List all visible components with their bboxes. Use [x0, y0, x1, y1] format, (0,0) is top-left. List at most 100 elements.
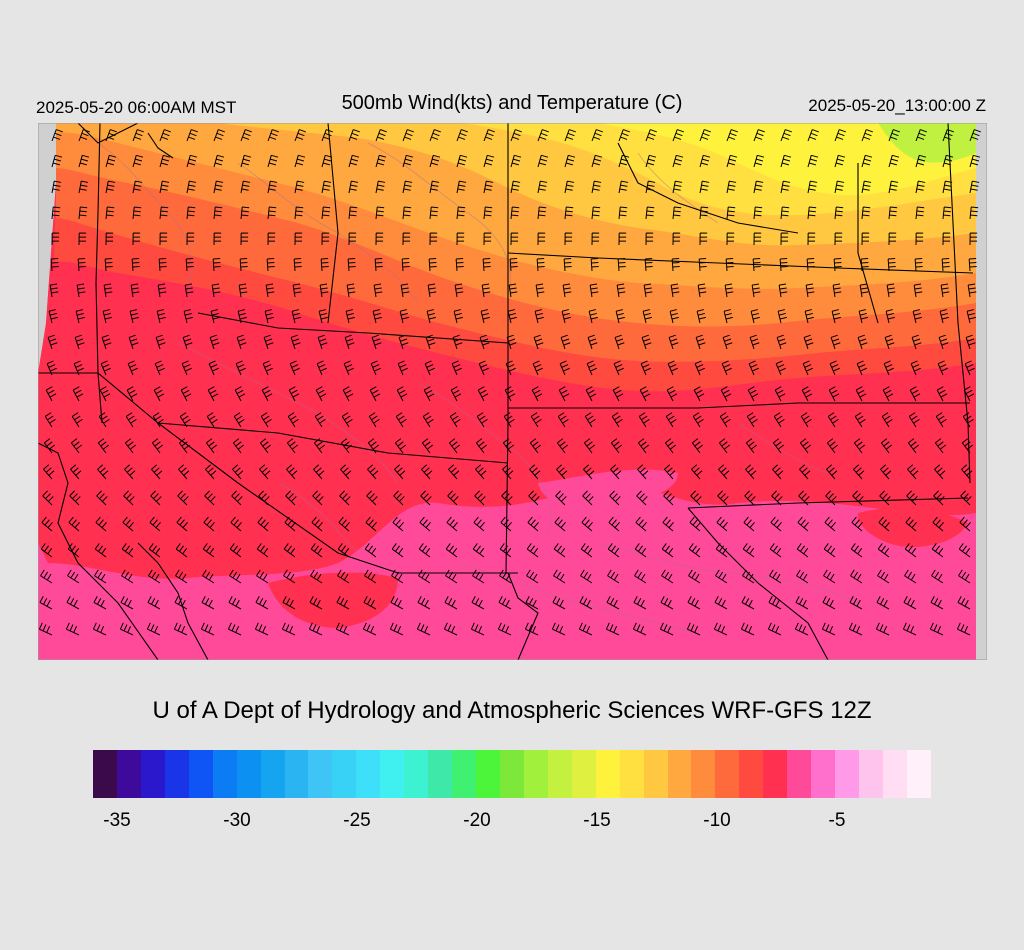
wind-barb — [969, 129, 981, 142]
wind-barb — [888, 232, 897, 246]
wind-barb — [103, 283, 113, 298]
wind-barb — [233, 412, 245, 428]
wind-barb — [443, 622, 458, 636]
wind-barb — [259, 438, 272, 454]
wind-barb — [861, 180, 872, 194]
wind-barb — [508, 283, 518, 298]
wind-barb — [429, 154, 441, 168]
wind-barb — [958, 543, 971, 558]
wind-barb — [259, 464, 271, 480]
wind-barb — [456, 154, 468, 168]
wind-barb — [456, 129, 468, 142]
wind-barb — [906, 490, 918, 506]
wind-barb — [51, 154, 63, 168]
wind-barb — [101, 334, 112, 350]
wind-barb — [558, 386, 570, 402]
wind-barb — [510, 206, 520, 220]
wind-barb — [348, 206, 358, 220]
colorbar-swatch — [882, 750, 907, 798]
wind-barb — [471, 596, 485, 610]
wind-barb — [402, 232, 411, 246]
wind-barb — [876, 596, 890, 610]
wind-barb — [638, 412, 650, 428]
wind-barb — [148, 569, 161, 584]
wind-barb — [753, 206, 763, 220]
colorbar-swatch — [811, 750, 836, 798]
wind-barb — [644, 258, 653, 272]
wind-barb — [375, 154, 387, 168]
wind-barb — [75, 309, 85, 324]
wind-barb — [834, 180, 845, 194]
wind-barb — [826, 464, 838, 480]
wind-barb — [46, 360, 57, 376]
wind-barb — [105, 232, 114, 246]
wind-barb — [49, 283, 59, 298]
colorbar-tick-labels: -35 -30 -25 -20 -15 -10 -5 — [0, 810, 1024, 836]
wind-barb — [962, 412, 974, 428]
wind-barb — [239, 258, 248, 272]
colorbar-swatch — [643, 750, 668, 798]
wind-barb — [428, 258, 437, 272]
wind-barb — [632, 622, 647, 636]
wind-barb — [591, 180, 602, 194]
wind-barb — [938, 334, 949, 350]
wind-barb — [883, 360, 894, 376]
wind-barb — [394, 438, 407, 454]
wind-barb — [94, 543, 107, 558]
wind-barb — [915, 154, 927, 168]
wind-barb — [746, 412, 758, 428]
wind-barb — [482, 258, 491, 272]
wind-barb — [768, 596, 782, 610]
wind-barb — [234, 386, 246, 402]
wind-barb — [642, 309, 652, 324]
wind-barb — [915, 232, 924, 246]
wind-barb — [72, 386, 84, 402]
wind-barb — [645, 154, 657, 168]
wind-barb — [292, 283, 302, 298]
wind-barb — [213, 180, 224, 194]
wind-barb — [562, 283, 572, 298]
wind-barb — [967, 283, 977, 298]
wind-barb — [320, 258, 329, 272]
wind-barb — [686, 622, 701, 636]
wind-barb — [718, 438, 731, 454]
colorbar-swatch — [523, 750, 548, 798]
wind-barb — [645, 206, 655, 220]
wind-barb — [510, 232, 519, 246]
wind-barb — [185, 258, 194, 272]
wind-barb — [823, 569, 836, 584]
wind-barb — [780, 180, 791, 194]
wind-barb — [715, 569, 728, 584]
wind-barb — [553, 543, 566, 558]
wind-barb — [903, 596, 917, 610]
wind-barb — [102, 309, 112, 324]
wind-barb — [618, 129, 630, 142]
wind-barb — [127, 360, 138, 376]
wind-barb — [669, 309, 679, 324]
credit-line: U of A Dept of Hydrology and Atmospheric… — [152, 697, 872, 724]
wind-barb — [716, 516, 728, 532]
colorbar-tick-label: -10 — [703, 810, 731, 831]
wind-barb — [364, 543, 377, 558]
wind-barb — [725, 258, 734, 272]
wind-barb — [852, 490, 864, 506]
wind-barb — [767, 622, 782, 636]
wind-barb — [580, 569, 593, 584]
wind-barb — [212, 258, 221, 272]
wind-barb — [633, 596, 647, 610]
wind-barb — [851, 516, 863, 532]
wind-barb — [213, 154, 225, 168]
wind-barb — [179, 412, 191, 428]
wind-barb — [129, 309, 139, 324]
wind-barb — [240, 232, 249, 246]
colorbar-swatch — [691, 750, 716, 798]
wind-barb — [931, 543, 944, 558]
wind-barb — [240, 129, 252, 142]
wind-barb — [422, 412, 434, 428]
wind-barb — [661, 543, 674, 558]
wind-barb — [908, 412, 920, 428]
wind-barb — [882, 386, 894, 402]
warm-patch-3 — [857, 507, 968, 547]
temp-band-10 — [878, 123, 976, 163]
wind-barb — [97, 464, 109, 480]
